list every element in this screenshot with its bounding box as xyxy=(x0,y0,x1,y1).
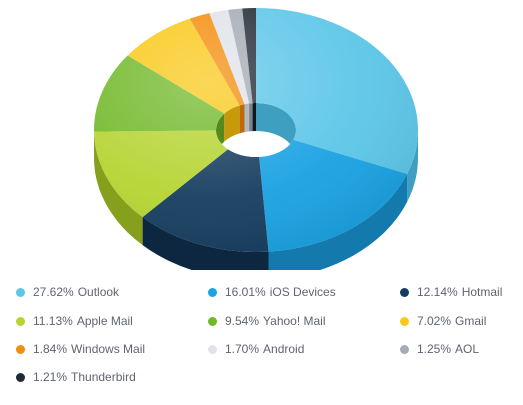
donut-inner-wall-outlook xyxy=(256,103,296,157)
legend-item[interactable]: 7.02% Gmail xyxy=(400,313,486,329)
legend-percentage: 16.01% xyxy=(225,285,266,299)
legend-label: AOL xyxy=(455,342,480,356)
legend-item[interactable]: 11.13% Apple Mail xyxy=(16,313,133,329)
legend-percentage: 27.62% xyxy=(33,285,74,299)
legend-label: Android xyxy=(263,342,305,356)
donut-plot xyxy=(94,8,418,270)
legend-percentage: 1.21% xyxy=(33,370,68,384)
donut-inner-wall-windows-mail xyxy=(239,104,245,134)
donut-inner-wall-aol xyxy=(249,103,253,132)
legend-swatch xyxy=(208,344,217,354)
legend-swatch xyxy=(16,344,25,354)
legend-item[interactable]: 9.54% Yahoo! Mail xyxy=(208,313,326,329)
legend-label: iOS Devices xyxy=(269,285,336,299)
donut-top xyxy=(94,8,418,253)
donut-side-hotmail xyxy=(142,217,269,270)
legend-swatch xyxy=(400,344,409,354)
legend-percentage: 12.14% xyxy=(417,285,458,299)
donut-gloss xyxy=(94,8,418,252)
legend-swatch xyxy=(400,316,409,326)
donut-inner-wall-thunderbird xyxy=(252,103,256,132)
legend-swatch xyxy=(16,316,25,326)
legend-percentage: 1.70% xyxy=(225,342,260,356)
legend-percentage: 7.02% xyxy=(417,314,452,328)
legend-label: Gmail xyxy=(455,314,487,328)
legend-item[interactable]: 1.21% Thunderbird xyxy=(16,369,136,385)
legend-item[interactable]: 1.84% Windows Mail xyxy=(16,341,145,357)
legend-swatch xyxy=(16,372,25,382)
legend-percentage: 9.54% xyxy=(225,314,260,328)
legend-swatch xyxy=(400,287,409,297)
legend-item[interactable]: 12.14% Hotmail xyxy=(400,284,502,300)
donut-side-outlook xyxy=(407,130,418,203)
legend-label: Yahoo! Mail xyxy=(263,314,326,328)
legend-label: Outlook xyxy=(77,285,120,299)
legend-percentage: 11.13% xyxy=(33,314,73,328)
legend-label: Windows Mail xyxy=(71,342,146,356)
legend-swatch xyxy=(16,287,25,297)
legend-item[interactable]: 16.01% iOS Devices xyxy=(208,284,336,300)
donut-inner-wall-gmail xyxy=(224,105,240,142)
donut-side-ios-devices xyxy=(268,174,408,270)
legend-swatch xyxy=(208,316,217,326)
legend-label: Thunderbird xyxy=(71,370,136,384)
donut-sides xyxy=(94,130,418,270)
legend-percentage: 1.25% xyxy=(417,342,452,356)
donut-side-apple-mail xyxy=(94,131,143,246)
legend-label: Hotmail xyxy=(461,285,503,299)
donut-inner-wall-android xyxy=(244,103,250,133)
legend-item[interactable]: 1.70% Android xyxy=(208,341,304,357)
legend-percentage: 1.84% xyxy=(33,342,68,356)
legend-item[interactable]: 1.25% AOL xyxy=(400,341,479,357)
legend-item[interactable]: 27.62% Outlook xyxy=(16,284,119,300)
legend-swatch xyxy=(208,287,217,297)
legend-label: Apple Mail xyxy=(76,314,133,328)
